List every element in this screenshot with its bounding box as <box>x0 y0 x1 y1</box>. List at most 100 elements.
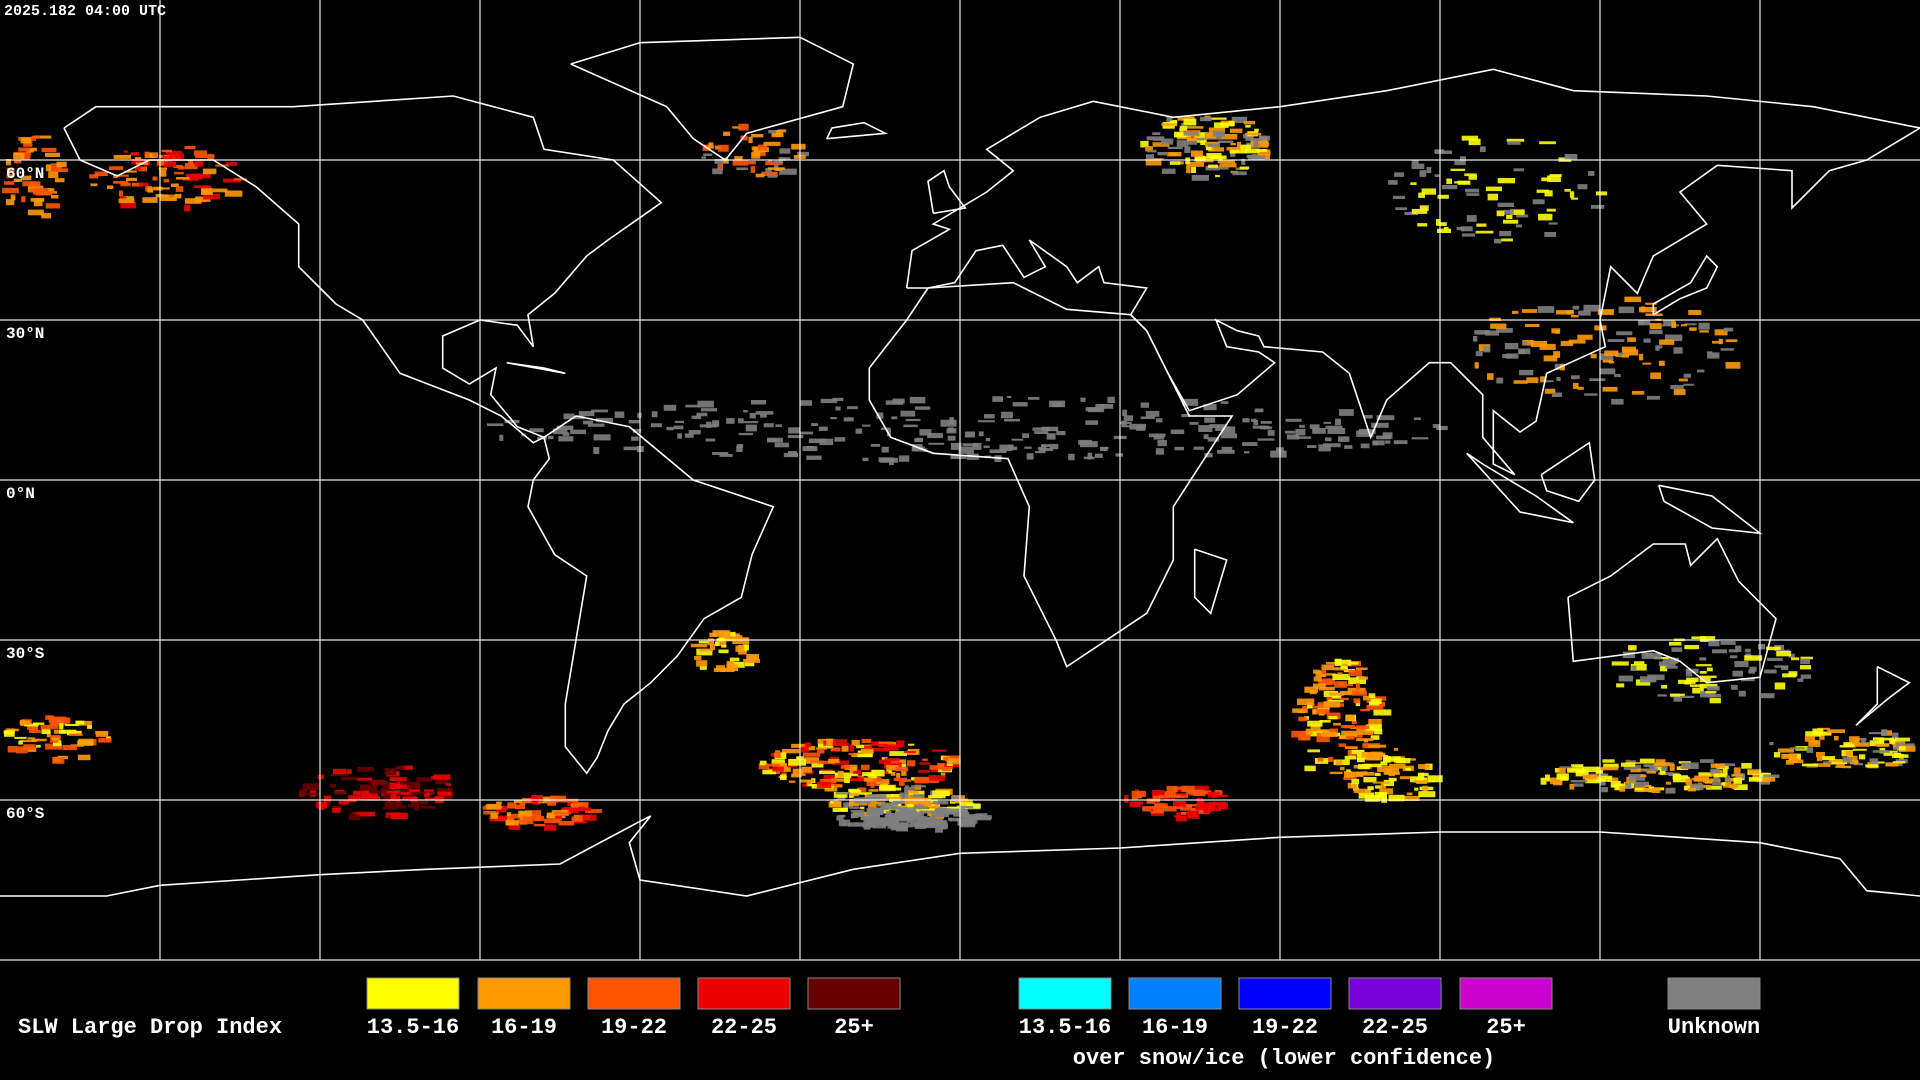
cloud-pixel <box>1466 193 1480 196</box>
cloud-pixel <box>1658 772 1675 776</box>
cloud-pixel <box>1571 375 1580 380</box>
cloud-pixel <box>935 820 946 825</box>
cloud-pixel <box>33 135 52 139</box>
cloud-pixel <box>788 451 797 457</box>
cloud-pixel <box>1351 720 1357 725</box>
cloud-pixel <box>920 810 935 814</box>
cloud-pixel <box>201 188 213 195</box>
cloud-pixel <box>1248 154 1265 161</box>
cloud-pixel <box>1773 752 1781 758</box>
cloud-pixel <box>791 743 808 748</box>
cloud-pixel <box>1164 794 1181 798</box>
cloud-pixel <box>302 783 320 791</box>
cloud-pixel <box>871 769 885 777</box>
legend-swatch <box>1459 977 1553 1010</box>
cloud-pixel <box>1204 453 1213 458</box>
cloud-pixel <box>732 159 749 166</box>
cloud-pixel <box>1649 766 1655 772</box>
cloud-pixel <box>50 163 61 166</box>
cloud-pixel <box>703 153 713 156</box>
cloud-pixel <box>806 780 813 787</box>
cloud-pixel <box>519 812 526 818</box>
cloud-pixel <box>1731 774 1744 777</box>
cloud-pixel <box>1575 770 1586 774</box>
cloud-pixel <box>573 801 589 809</box>
cloud-pixel <box>1305 728 1313 735</box>
cloud-pixel <box>1618 306 1635 314</box>
cloud-pixel <box>1323 421 1331 424</box>
cloud-pixel <box>1879 738 1884 744</box>
cloud-pixel <box>1515 224 1522 228</box>
cloud-pixel <box>1539 141 1556 145</box>
cloud-pixel <box>1252 425 1269 429</box>
cloud-pixel <box>1659 339 1675 345</box>
cloud-pixel <box>715 641 727 646</box>
cloud-pixel <box>765 763 780 767</box>
cloud-pixel <box>1363 777 1377 783</box>
cloud-pixel <box>1358 764 1370 770</box>
cloud-pixel <box>1006 395 1012 398</box>
cloud-pixel <box>862 424 871 427</box>
cloud-pixel <box>1191 150 1203 157</box>
cloud-pixel <box>779 148 791 154</box>
cloud-pixel <box>1085 420 1099 425</box>
cloud-pixel <box>1705 694 1722 698</box>
cloud-pixel <box>529 428 544 433</box>
cloud-pixel <box>51 723 64 726</box>
legend-swatch <box>1348 977 1442 1010</box>
cloud-pixel <box>1883 750 1898 756</box>
cloud-pixel <box>901 823 913 828</box>
cloud-pixel <box>1712 340 1722 344</box>
cloud-pixel <box>1506 215 1513 219</box>
cloud-pixel <box>1094 453 1103 458</box>
cloud-pixel <box>570 429 586 435</box>
cloud-pixel <box>4 181 15 185</box>
cloud-pixel <box>355 812 370 816</box>
cloud-pixel <box>791 773 802 778</box>
cloud-pixel <box>810 760 825 763</box>
cloud-pixel <box>1544 232 1557 237</box>
cloud-pixel <box>1865 764 1879 768</box>
cloud-pixel <box>126 177 137 182</box>
cloud-pixel <box>1898 746 1906 751</box>
cloud-pixel <box>843 802 853 808</box>
cloud-pixel <box>1167 152 1182 157</box>
cloud-pixel <box>726 418 735 424</box>
cloud-pixel <box>356 777 372 781</box>
cloud-pixel <box>1363 695 1370 701</box>
cloud-pixel <box>144 151 150 157</box>
cloud-pixel <box>7 728 19 732</box>
cloud-pixel <box>56 161 67 168</box>
cloud-pixel <box>1805 731 1821 737</box>
cloud-pixel <box>1131 790 1146 798</box>
cloud-pixel <box>1635 679 1651 686</box>
cloud-pixel <box>433 774 451 780</box>
cloud-pixel <box>1673 658 1678 664</box>
cloud-pixel <box>895 810 910 818</box>
cloud-pixel <box>550 795 566 802</box>
cloud-pixel <box>1892 732 1899 740</box>
cloud-pixel <box>1706 667 1713 672</box>
cloud-pixel <box>1497 202 1515 207</box>
cloud-pixel <box>583 420 594 425</box>
cloud-pixel <box>1476 223 1487 227</box>
cloud-pixel <box>803 752 821 757</box>
cloud-pixel <box>1219 794 1229 797</box>
cloud-pixel <box>353 790 369 795</box>
cloud-pixel <box>1639 758 1655 764</box>
cloud-pixel <box>1320 673 1336 676</box>
timestamp: 2025.182 04:00 UTC <box>4 3 166 20</box>
cloud-pixel <box>1004 418 1020 422</box>
cloud-pixel <box>1154 803 1168 809</box>
cloud-pixel <box>41 728 51 734</box>
cloud-pixel <box>1769 742 1774 746</box>
cloud-pixel <box>1348 669 1362 676</box>
cloud-pixel <box>876 412 884 419</box>
cloud-pixel <box>911 785 926 788</box>
cloud-pixel <box>1708 639 1720 647</box>
cloud-pixel <box>849 789 862 795</box>
cloud-pixel <box>1194 137 1205 141</box>
cloud-pixel <box>1699 683 1718 689</box>
legend-swatch <box>477 977 571 1010</box>
cloud-pixel <box>1735 645 1742 652</box>
